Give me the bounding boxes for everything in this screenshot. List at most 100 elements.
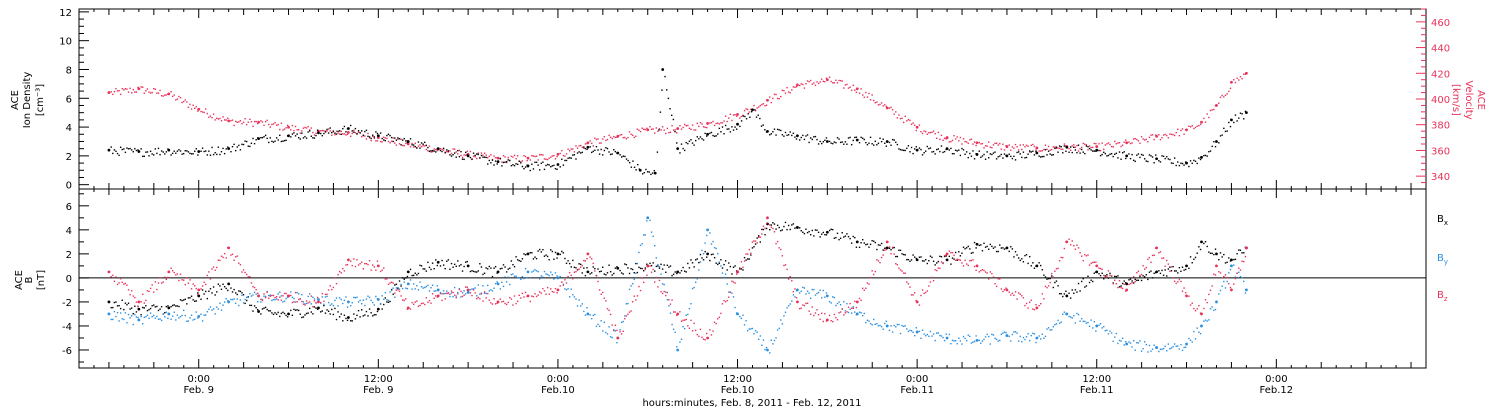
sample-mark-velocity [669, 131, 672, 133]
sample-mark-By [759, 335, 761, 337]
sample-mark-velocity [594, 137, 596, 139]
sample-mark-velocity [628, 131, 631, 133]
sample-mark-velocity [1132, 138, 1135, 140]
sample-mark-Bz [118, 282, 120, 284]
sample-mark-By [400, 283, 402, 286]
sample-mark-velocity [885, 105, 888, 108]
data-point-density [556, 163, 560, 166]
sample-mark-By [504, 276, 506, 278]
sample-mark-By [271, 299, 273, 302]
sample-mark-By [197, 317, 199, 319]
sample-mark-density [904, 149, 906, 152]
sample-mark-Bz [365, 262, 368, 265]
sample-mark-By [1063, 311, 1066, 313]
sample-mark-density [216, 153, 218, 156]
sample-mark-density [884, 142, 886, 144]
sample-mark-Bz [1147, 258, 1149, 261]
sample-mark-By [115, 315, 117, 318]
sample-mark-density [405, 140, 407, 142]
sample-mark-velocity [264, 120, 267, 123]
sample-mark-Bx [650, 264, 653, 267]
sample-mark-velocity [655, 127, 658, 129]
sample-mark-density [398, 138, 401, 140]
sample-mark-By [680, 338, 683, 340]
sample-mark-Bx [1167, 268, 1170, 270]
sample-mark-density [721, 126, 724, 128]
sample-mark-density [543, 168, 546, 171]
sample-mark-velocity [956, 136, 958, 138]
sample-mark-By [132, 323, 134, 326]
sample-mark-Bx [1046, 278, 1048, 280]
sample-mark-velocity [899, 117, 902, 120]
sample-mark-velocity [1234, 81, 1237, 84]
sample-mark-Bx [636, 271, 639, 274]
sample-mark-Bx [1238, 249, 1240, 251]
sample-mark-density [184, 150, 186, 152]
sample-mark-By [1170, 347, 1173, 349]
y-right-tick-label: 460 [1431, 18, 1450, 29]
sample-mark-Bz [1071, 240, 1073, 242]
sample-mark-Bx [368, 308, 371, 310]
sample-mark-velocity [253, 120, 256, 123]
y-tick-label: -4 [62, 322, 72, 333]
sample-mark-Bx [661, 268, 664, 270]
sample-mark-density [1143, 158, 1146, 160]
sample-mark-Bx [365, 310, 368, 313]
sample-mark-density [367, 135, 369, 138]
sample-mark-density [485, 156, 487, 159]
y-tick-label: 4 [66, 226, 72, 237]
sample-mark-velocity [178, 95, 180, 98]
sample-mark-Bx [401, 277, 404, 279]
sample-mark-velocity [364, 135, 366, 137]
sample-mark-By [683, 327, 686, 330]
sample-mark-density [205, 150, 207, 152]
sample-mark-Bz [257, 292, 259, 295]
sample-mark-Bz [748, 248, 750, 251]
sample-mark-Bx [1098, 273, 1100, 275]
sample-mark-velocity [876, 101, 878, 103]
sample-mark-velocity [520, 161, 522, 163]
sample-mark-velocity [116, 90, 119, 92]
sample-mark-density [704, 132, 706, 135]
sample-mark-By [1118, 339, 1121, 342]
sample-mark-velocity [420, 145, 423, 148]
sample-mark-density [502, 161, 505, 164]
y-right-tick-label: 420 [1431, 69, 1450, 80]
sample-mark-density [579, 152, 582, 154]
sample-mark-By [162, 313, 164, 315]
sample-mark-density [602, 154, 604, 156]
sample-mark-Bz [338, 270, 341, 273]
sample-mark-velocity [816, 81, 818, 83]
sample-mark-density [702, 139, 705, 141]
sample-mark-By [1198, 331, 1200, 333]
sample-mark-Bx [813, 235, 815, 237]
sample-mark-density [447, 150, 450, 152]
sample-mark-By [542, 276, 544, 278]
sample-mark-By [923, 333, 925, 335]
sample-mark-velocity [1017, 149, 1020, 151]
sample-mark-By [701, 249, 703, 252]
sample-mark-Bx [290, 309, 292, 312]
sample-mark-By [389, 291, 391, 293]
data-point-velocity [257, 120, 260, 124]
sample-mark-Bz [794, 288, 796, 290]
sample-mark-Bx [260, 313, 262, 315]
sample-mark-Bz [559, 285, 561, 287]
sample-mark-Bx [422, 268, 424, 270]
sample-mark-By [321, 296, 324, 298]
sample-mark-Bx [984, 246, 987, 248]
sample-mark-Bz [1228, 282, 1230, 285]
x-tick-date: Feb.10 [541, 385, 575, 396]
data-point-density [287, 134, 290, 138]
sample-mark-density [1016, 151, 1018, 154]
sample-mark-By [274, 298, 276, 301]
sample-mark-velocity [390, 140, 393, 142]
sample-mark-Bz [397, 289, 399, 291]
sample-mark-By [1038, 335, 1040, 337]
sample-mark-By [367, 295, 369, 297]
sample-mark-Bx [301, 316, 303, 319]
data-point-Bz [376, 264, 380, 268]
sample-mark-Bz [858, 297, 861, 300]
sample-mark-density [504, 161, 506, 163]
sample-mark-density [186, 150, 188, 152]
